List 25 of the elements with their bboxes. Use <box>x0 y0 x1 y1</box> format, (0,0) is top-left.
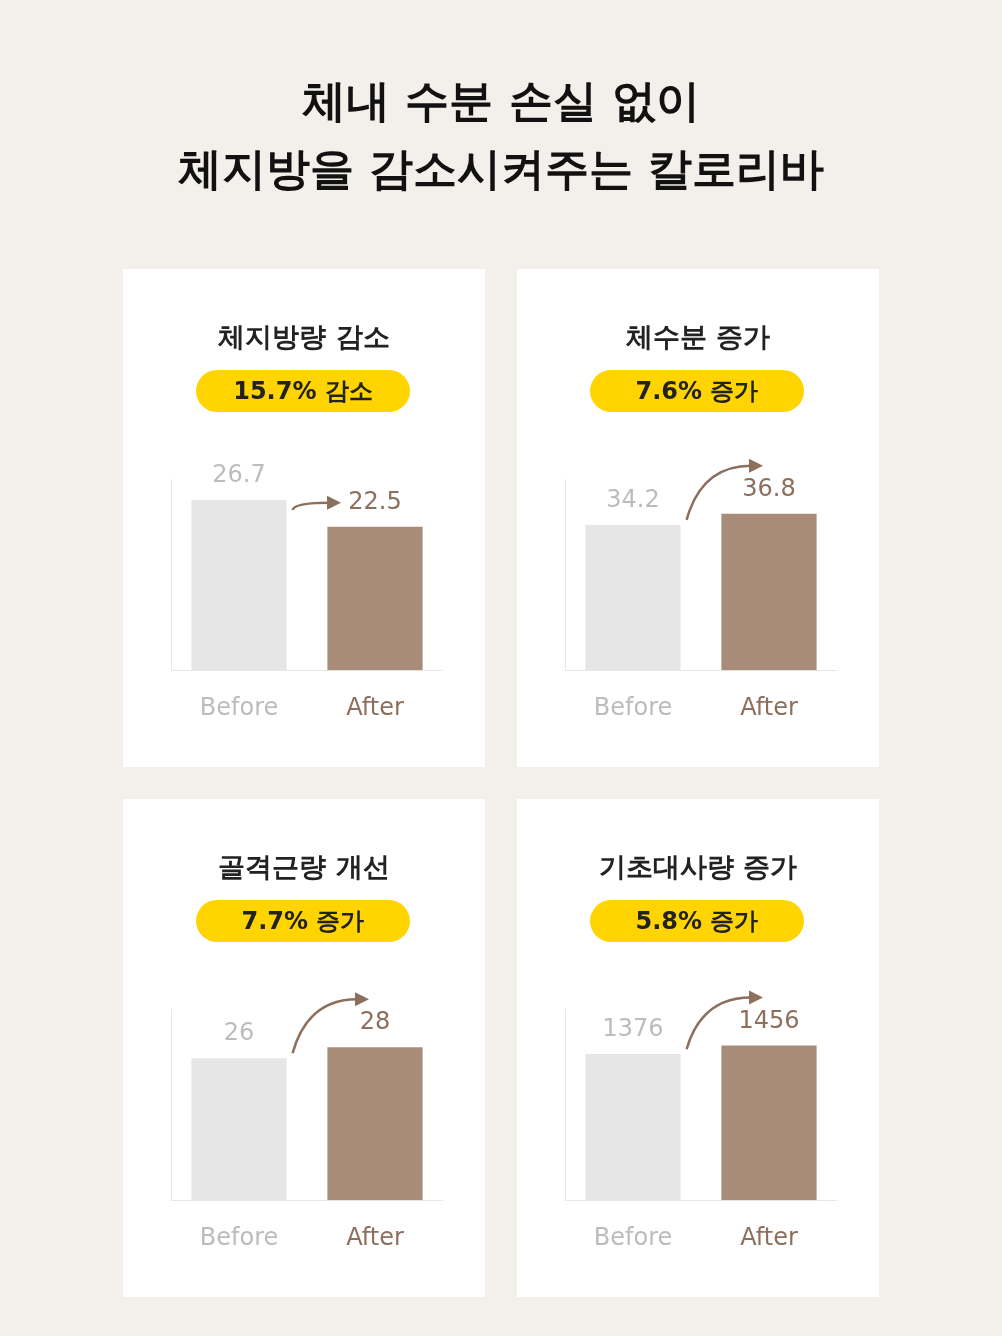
x-tick-label: After <box>346 692 404 721</box>
chart-title: 체수분 증가 <box>624 320 772 354</box>
x-tick-label: After <box>740 1222 798 1251</box>
x-tick-label: Before <box>593 692 673 721</box>
chart-title: 기초대사량 증가 <box>597 850 799 884</box>
chart-subtitle: 15.7% 감소 <box>196 370 410 412</box>
data-label: 1376 <box>602 1014 664 1043</box>
x-tick-label: After <box>740 692 798 721</box>
data-label: 34.2 <box>606 485 660 514</box>
chart-title: 체지방량 감소 <box>217 320 391 354</box>
chart-subtitle: 7.6% 증가 <box>590 370 804 412</box>
x-tick-label: Before <box>199 1222 279 1251</box>
text: 체내 수분 손실 없이 체지방을 감소시켜주는 칼로리바 <box>177 74 825 194</box>
x-tick-label: Before <box>593 1222 673 1251</box>
data-label: 28 <box>359 1007 391 1036</box>
chart-subtitle: 7.7% 증가 <box>196 900 410 942</box>
chart-subtitle: 5.8% 증가 <box>590 900 804 942</box>
data-label: 26 <box>223 1018 255 1047</box>
x-tick-label: After <box>346 1222 404 1251</box>
data-label: 36.8 <box>742 474 796 503</box>
data-label: 26.7 <box>212 460 266 489</box>
data-label: 1456 <box>738 1005 800 1034</box>
chart-title: 골격근량 개선 <box>217 850 391 884</box>
data-label: 22.5 <box>348 487 402 516</box>
x-tick-label: Before <box>199 692 279 721</box>
